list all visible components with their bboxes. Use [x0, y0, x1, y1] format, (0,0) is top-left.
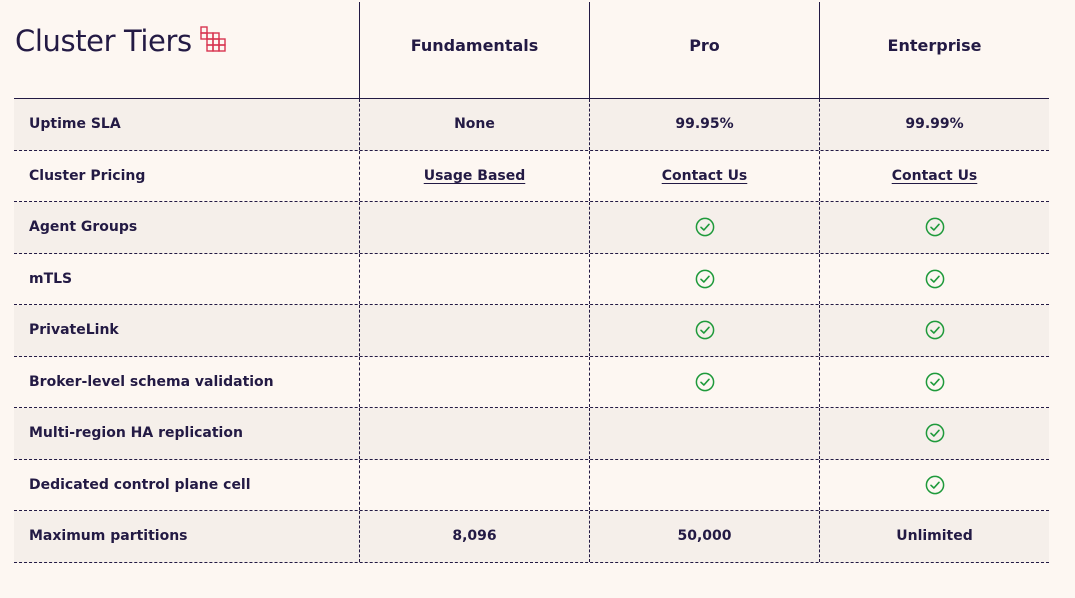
feature-label: Uptime SLA	[29, 116, 121, 133]
check-icon	[695, 372, 715, 392]
table-row: Maximum partitions 8,096 50,000 Unlimited	[14, 511, 1049, 563]
cell-value: 50,000	[677, 528, 732, 545]
check-icon	[695, 217, 715, 237]
column-header-pro: Pro	[589, 2, 819, 98]
feature-label: Agent Groups	[29, 219, 138, 236]
cell-enterprise: 99.99%	[819, 99, 1049, 150]
table-row: Dedicated control plane cell	[14, 459, 1049, 511]
cell-fundamentals	[359, 408, 589, 459]
pricing-link[interactable]: Contact Us	[661, 167, 748, 184]
feature-label: mTLS	[29, 270, 73, 287]
cell-value: None	[454, 116, 495, 133]
cell-pro	[589, 356, 819, 407]
cell-fundamentals	[359, 356, 589, 407]
feature-label: Broker-level schema validation	[29, 373, 274, 390]
table-row: mTLS	[14, 253, 1049, 305]
title-area: Cluster Tiers	[14, 0, 359, 98]
cell-enterprise: Unlimited	[819, 511, 1049, 562]
cell-enterprise	[819, 408, 1049, 459]
feature-label: Multi-region HA replication	[29, 425, 243, 442]
check-icon	[925, 423, 945, 443]
cluster-tiers-table: Cluster Tiers Fundamentals Pro Enterpris…	[14, 0, 1049, 563]
feature-label: PrivateLink	[29, 322, 119, 339]
cell-enterprise	[819, 356, 1049, 407]
cell-enterprise	[819, 202, 1049, 253]
check-icon	[925, 269, 945, 289]
table-row: Uptime SLA None 99.95% 99.99%	[14, 99, 1049, 151]
pricing-link[interactable]: Contact Us	[891, 167, 978, 184]
table-body: Uptime SLA None 99.95% 99.99% Cluster Pricin…	[14, 99, 1049, 563]
cell-fundamentals: None	[359, 99, 589, 150]
cell-pro	[589, 253, 819, 304]
cell-enterprise: Contact Us	[819, 150, 1049, 201]
cell-value: 99.99%	[905, 116, 964, 133]
cell-pro	[589, 459, 819, 510]
cell-enterprise	[819, 459, 1049, 510]
cell-fundamentals	[359, 305, 589, 356]
cell-value: 8,096	[452, 528, 497, 545]
cell-fundamentals	[359, 459, 589, 510]
cell-enterprise	[819, 253, 1049, 304]
table-row: Multi-region HA replication	[14, 408, 1049, 460]
check-icon	[925, 217, 945, 237]
feature-label: Maximum partitions	[29, 528, 188, 545]
cell-fundamentals	[359, 253, 589, 304]
cell-pro: 99.95%	[589, 99, 819, 150]
check-icon	[925, 475, 945, 495]
check-icon	[925, 372, 945, 392]
table-row: Broker-level schema validation	[14, 356, 1049, 408]
cell-pro: Contact Us	[589, 150, 819, 201]
column-header-enterprise: Enterprise	[819, 2, 1049, 98]
cell-fundamentals	[359, 202, 589, 253]
cell-pro	[589, 305, 819, 356]
cell-enterprise	[819, 305, 1049, 356]
feature-label: Dedicated control plane cell	[29, 476, 251, 493]
pricing-link[interactable]: Usage Based	[423, 167, 526, 184]
check-icon	[695, 320, 715, 340]
cell-fundamentals: Usage Based	[359, 150, 589, 201]
cell-pro	[589, 408, 819, 459]
grid-icon	[200, 26, 226, 52]
table-header: Cluster Tiers Fundamentals Pro Enterpris…	[14, 0, 1049, 99]
feature-label: Cluster Pricing	[29, 167, 146, 184]
check-icon	[925, 320, 945, 340]
cell-pro: 50,000	[589, 511, 819, 562]
table-row: Cluster Pricing Usage Based Contact Us Cont…	[14, 150, 1049, 202]
table-row: Agent Groups	[14, 202, 1049, 254]
column-header-fundamentals: Fundamentals	[359, 2, 589, 98]
cell-value: 99.95%	[675, 116, 734, 133]
check-icon	[695, 269, 715, 289]
cell-fundamentals: 8,096	[359, 511, 589, 562]
page-title: Cluster Tiers	[15, 24, 192, 58]
table-row: PrivateLink	[14, 305, 1049, 357]
cell-pro	[589, 202, 819, 253]
cell-value: Unlimited	[896, 528, 973, 545]
